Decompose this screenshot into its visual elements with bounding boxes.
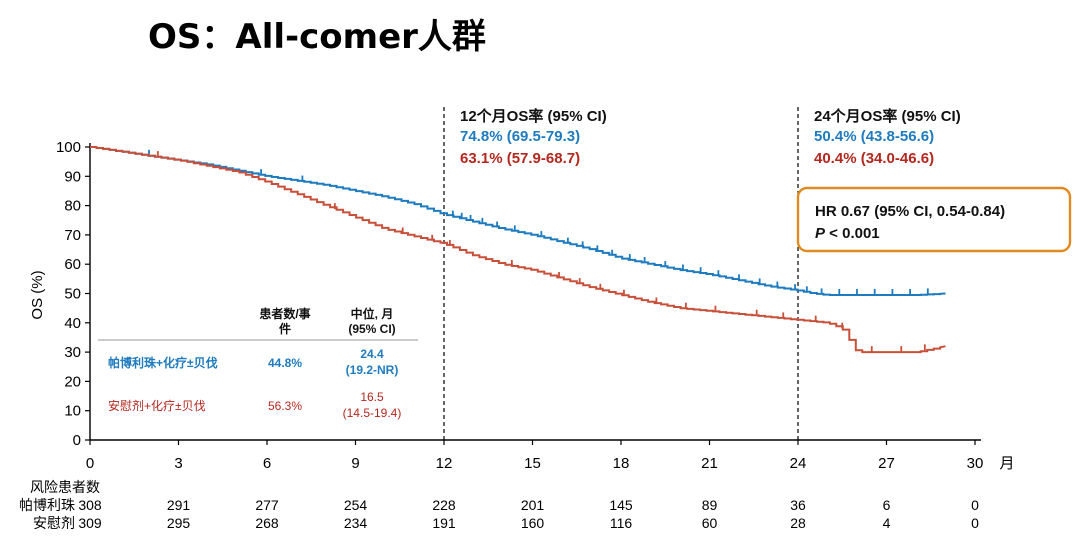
month24-placebo-rate: 40.4% (34.0-46.6) — [814, 150, 934, 167]
placebo-median-ci: (14.5-19.4) — [343, 406, 402, 420]
risk-value: 295 — [167, 515, 191, 531]
risk-value: 145 — [609, 497, 633, 513]
risk-value: 0 — [971, 497, 979, 513]
y-tick-label: 100 — [56, 139, 81, 156]
risk-table-title: 风险患者数 — [30, 479, 100, 495]
events-column-header: 件 — [279, 321, 291, 336]
y-tick-label: 20 — [64, 373, 81, 390]
month12-placebo-rate: 63.1% (57.9-68.7) — [460, 150, 580, 167]
page-title: OS：All-comer人群 — [148, 17, 486, 57]
risk-value: 254 — [344, 497, 368, 513]
y-tick-label: 40 — [64, 315, 81, 332]
y-tick-label: 70 — [64, 227, 81, 244]
x-tick-label: 27 — [878, 455, 895, 472]
month24-pembrolizumab-rate: 50.4% (43.8-56.6) — [814, 128, 934, 145]
x-tick-label: 6 — [263, 455, 271, 472]
x-tick-label: 15 — [524, 455, 541, 472]
risk-value: 0 — [971, 515, 979, 531]
risk-value: 291 — [167, 497, 191, 513]
pembrolizumab-events-value: 44.8% — [268, 356, 302, 370]
x-tick-label: 21 — [701, 455, 718, 472]
x-tick-label: 9 — [351, 455, 359, 472]
median-column-header: (95% CI) — [348, 322, 395, 336]
y-tick-label: 0 — [73, 432, 81, 449]
risk-value: 116 — [610, 515, 633, 531]
month24-os-rate-heading: 24个月OS率 (95% CI) — [814, 107, 961, 125]
y-tick-label: 30 — [64, 344, 81, 361]
risk-value: 60 — [702, 515, 718, 531]
risk-value: 28 — [790, 515, 806, 531]
pembrolizumab-median-value: 24.4 — [360, 347, 384, 361]
x-tick-label: 3 — [174, 455, 182, 472]
risk-value: 160 — [521, 515, 545, 531]
risk-value: 36 — [790, 497, 806, 513]
placebo-median-value: 16.5 — [360, 390, 384, 404]
placebo-events-value: 56.3% — [268, 399, 302, 413]
pembrolizumab-median-ci: (19.2-NR) — [346, 363, 399, 377]
risk-value: 268 — [255, 515, 279, 531]
risk-row-label: 帕博利珠 — [19, 497, 75, 513]
hazard-ratio-text: HR 0.67 (95% CI, 0.54-0.84) — [815, 203, 1005, 220]
risk-value: 6 — [883, 497, 891, 513]
x-tick-label: 12 — [436, 455, 453, 472]
p-value-number: < 0.001 — [825, 225, 880, 242]
y-axis-label: OS (%) — [29, 270, 46, 319]
placebo-curve — [90, 146, 946, 354]
risk-row-label: 安慰剂 — [33, 515, 75, 531]
x-tick-label: 18 — [613, 455, 630, 472]
risk-value: 191 — [432, 515, 456, 531]
pembrolizumab-summary-label: 帕博利珠+化疗±贝伐 — [108, 355, 218, 370]
risk-value: 308 — [78, 497, 102, 513]
risk-value: 228 — [432, 497, 456, 513]
y-tick-label: 10 — [64, 403, 81, 420]
month12-os-rate-heading: 12个月OS率 (95% CI) — [460, 107, 607, 125]
y-tick-label: 90 — [64, 168, 81, 185]
p-value-label: P — [815, 225, 826, 242]
risk-value: 234 — [344, 515, 368, 531]
risk-value: 201 — [521, 497, 545, 513]
risk-value: 309 — [78, 515, 102, 531]
y-tick-label: 60 — [64, 256, 81, 273]
placebo-summary-label: 安慰剂+化疗±贝伐 — [108, 398, 206, 413]
median-column-header: 中位, 月 — [351, 306, 394, 321]
risk-value: 89 — [702, 497, 718, 513]
x-tick-label: 24 — [790, 455, 807, 472]
risk-value: 4 — [883, 515, 891, 531]
events-column-header: 患者数/事 — [259, 306, 310, 321]
y-tick-label: 50 — [64, 286, 81, 303]
x-tick-label: 0 — [86, 455, 94, 472]
y-tick-label: 80 — [64, 198, 81, 215]
month12-pembrolizumab-rate: 74.8% (69.5-79.3) — [460, 128, 580, 145]
x-unit-label: 月 — [999, 455, 1014, 472]
p-value-text: P < 0.001 — [815, 225, 880, 242]
risk-value: 277 — [255, 497, 279, 513]
hazard-ratio-box — [796, 186, 1072, 253]
x-tick-label: 30 — [967, 455, 984, 472]
